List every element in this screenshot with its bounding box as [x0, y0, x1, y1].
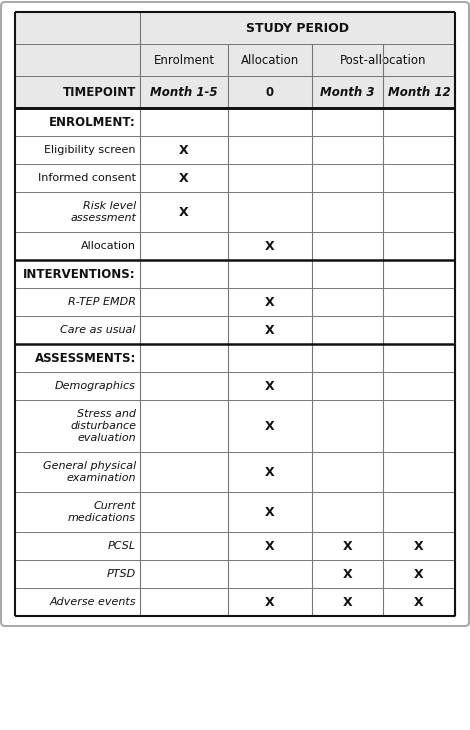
Text: ASSESSMENTS:: ASSESSMENTS:	[35, 352, 136, 364]
Bar	[15, 12, 455, 44]
Text: X: X	[343, 567, 352, 580]
Text: X: X	[265, 466, 275, 478]
Bar	[15, 588, 455, 616]
Text: X: X	[265, 323, 275, 337]
Text: Allocation: Allocation	[241, 53, 299, 66]
Text: X: X	[343, 539, 352, 553]
Bar	[15, 532, 455, 560]
Bar	[15, 400, 455, 452]
Text: Allocation: Allocation	[81, 241, 136, 251]
Text: Risk level
assessment: Risk level assessment	[70, 201, 136, 223]
Text: Current
medications: Current medications	[68, 501, 136, 523]
Text: X: X	[414, 539, 424, 553]
Bar	[15, 288, 455, 316]
Text: X: X	[265, 596, 275, 609]
Bar	[15, 452, 455, 492]
Bar	[15, 316, 455, 344]
Text: X: X	[343, 596, 352, 609]
Bar	[15, 76, 455, 108]
Bar	[15, 136, 455, 164]
Text: X: X	[179, 206, 189, 218]
Text: General physical
examination: General physical examination	[43, 461, 136, 483]
Text: PTSD: PTSD	[107, 569, 136, 579]
Text: Eligibility screen: Eligibility screen	[45, 145, 136, 155]
Text: Post-allocation: Post-allocation	[340, 53, 427, 66]
Text: ENROLMENT:: ENROLMENT:	[49, 115, 136, 128]
Text: X: X	[265, 539, 275, 553]
Bar	[15, 260, 455, 288]
Bar	[15, 232, 455, 260]
Text: X: X	[179, 144, 189, 156]
Text: Enrolment: Enrolment	[153, 53, 215, 66]
Text: PCSL: PCSL	[108, 541, 136, 551]
Text: X: X	[265, 505, 275, 518]
Text: X: X	[179, 172, 189, 185]
Text: Adverse events: Adverse events	[49, 597, 136, 607]
Bar	[15, 44, 455, 76]
Text: X: X	[265, 380, 275, 393]
Bar	[15, 108, 455, 136]
Bar	[15, 372, 455, 400]
Bar	[15, 492, 455, 532]
Text: X: X	[414, 596, 424, 609]
Text: X: X	[265, 296, 275, 309]
Text: X: X	[265, 239, 275, 253]
Text: TIMEPOINT: TIMEPOINT	[63, 85, 136, 99]
Text: INTERVENTIONS:: INTERVENTIONS:	[24, 267, 136, 280]
Text: R-TEP EMDR: R-TEP EMDR	[68, 297, 136, 307]
Text: Month 3: Month 3	[320, 85, 375, 99]
Text: Month 12: Month 12	[388, 85, 450, 99]
Text: Informed consent: Informed consent	[38, 173, 136, 183]
Text: 0: 0	[266, 85, 274, 99]
Bar	[15, 192, 455, 232]
Bar	[15, 164, 455, 192]
Text: STUDY PERIOD: STUDY PERIOD	[246, 21, 349, 34]
Text: Demographics: Demographics	[55, 381, 136, 391]
Text: Month 1-5: Month 1-5	[150, 85, 218, 99]
Text: X: X	[265, 420, 275, 432]
Text: Stress and
disturbance
evaluation: Stress and disturbance evaluation	[70, 409, 136, 443]
Text: Care as usual: Care as usual	[61, 325, 136, 335]
Bar	[15, 560, 455, 588]
Text: X: X	[414, 567, 424, 580]
Bar	[15, 344, 455, 372]
